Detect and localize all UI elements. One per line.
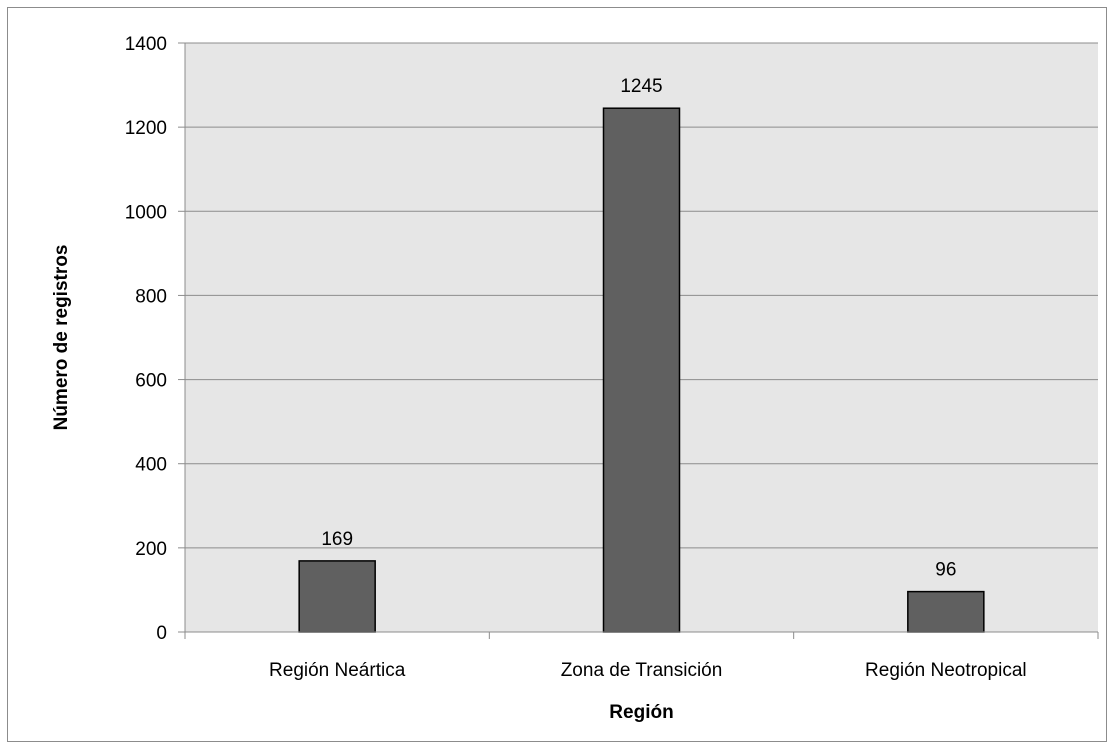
x-axis-title: Región (609, 702, 673, 723)
y-tick-label: 1400 (125, 34, 167, 55)
bar (298, 560, 376, 633)
bars (298, 107, 985, 633)
axes (184, 43, 1099, 639)
y-tick-label: 800 (135, 286, 167, 307)
y-tick-label: 600 (135, 371, 167, 392)
y-tick-label: 400 (135, 455, 167, 476)
x-tick-label: Región Neotropical (865, 660, 1027, 681)
data-label: 96 (935, 560, 956, 581)
x-tick-label: Región Neártica (269, 660, 406, 681)
y-tick-label: 200 (135, 539, 167, 560)
y-tick-labels: 0 200 400 600 800 1000 1200 1400 (125, 34, 167, 644)
y-tick-label: 0 (156, 623, 167, 644)
data-label: 169 (321, 529, 353, 550)
data-label: 1245 (620, 76, 662, 97)
x-tick-labels: Región Neártica Zona de Transición Región … (269, 660, 1027, 681)
y-tick-label: 1200 (125, 118, 167, 139)
y-tick-label: 1000 (125, 202, 167, 223)
bar (602, 107, 681, 633)
y-axis-title: Número de registros (51, 245, 72, 431)
data-labels: 169 1245 96 (321, 76, 956, 580)
bar (907, 590, 985, 633)
x-tick-label: Zona de Transición (561, 660, 723, 681)
